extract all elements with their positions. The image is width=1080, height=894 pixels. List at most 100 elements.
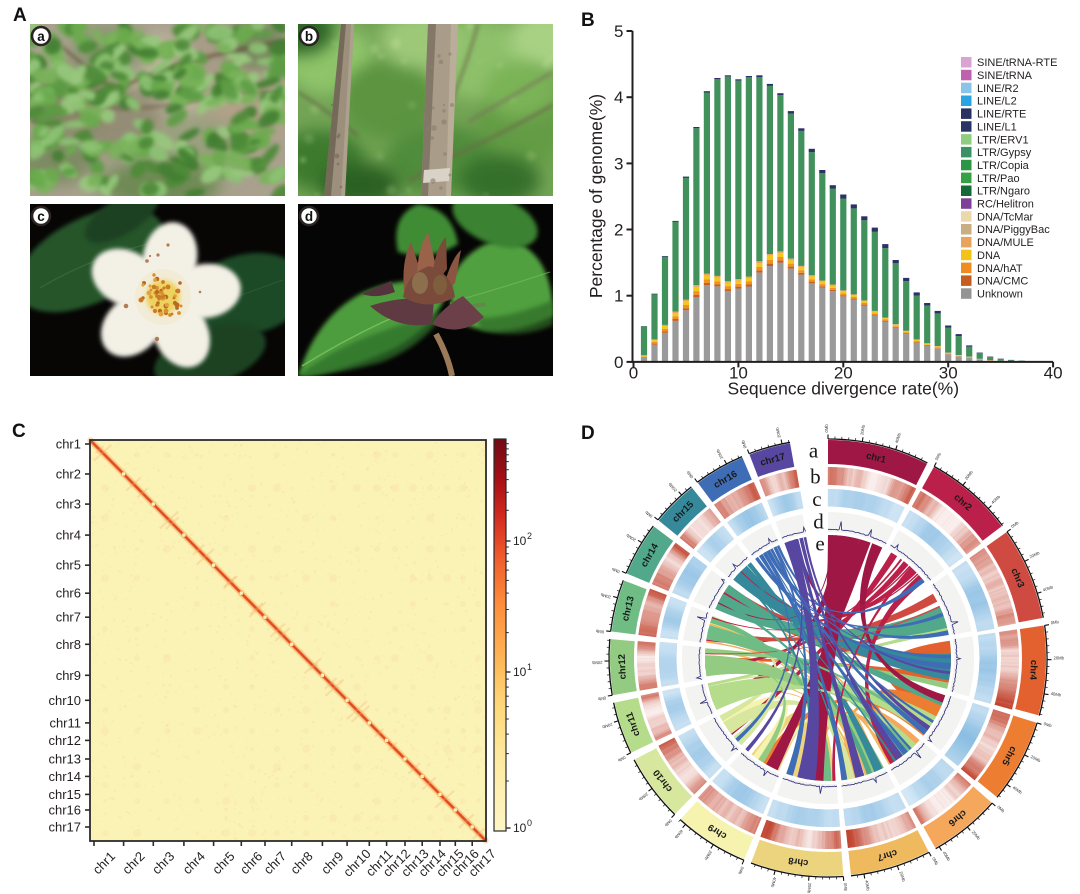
svg-text:D: D <box>581 423 595 444</box>
svg-text:0Mb: 0Mb <box>644 509 654 518</box>
svg-text:3: 3 <box>614 154 623 173</box>
svg-text:b: b <box>305 29 313 44</box>
svg-text:chr3: chr3 <box>56 497 81 512</box>
svg-text:chr8: chr8 <box>56 637 81 652</box>
svg-text:20Mb: 20Mb <box>1029 550 1041 559</box>
svg-text:20Mb: 20Mb <box>971 829 982 841</box>
svg-text:LINE/R2: LINE/R2 <box>977 83 1019 95</box>
svg-text:chr12: chr12 <box>48 733 81 748</box>
svg-text:0Mb: 0Mb <box>685 469 694 479</box>
svg-text:c: c <box>37 209 45 224</box>
svg-text:30: 30 <box>939 364 958 383</box>
svg-text:0Mb: 0Mb <box>616 755 626 763</box>
svg-text:40Mb: 40Mb <box>1050 691 1062 698</box>
svg-text:20Mb: 20Mb <box>774 426 781 438</box>
svg-text:40: 40 <box>1044 364 1063 383</box>
svg-text:LTR/Gypsy: LTR/Gypsy <box>977 147 1032 159</box>
svg-text:20Mb: 20Mb <box>601 722 613 730</box>
svg-text:40Mb: 40Mb <box>864 880 871 892</box>
svg-text:chr16: chr16 <box>48 803 81 818</box>
svg-text:SINE/tRNA: SINE/tRNA <box>977 70 1033 82</box>
svg-text:d: d <box>305 209 313 224</box>
svg-text:0Mb: 0Mb <box>996 804 1006 814</box>
svg-text:chr14: chr14 <box>48 769 81 784</box>
svg-text:0Mb: 0Mb <box>931 856 939 866</box>
svg-text:d: d <box>813 509 824 533</box>
svg-text:40Mb: 40Mb <box>770 877 778 889</box>
svg-text:40Mb: 40Mb <box>894 432 902 444</box>
svg-text:40Mb: 40Mb <box>1012 785 1024 795</box>
svg-text:20Mb: 20Mb <box>715 448 725 460</box>
svg-text:0: 0 <box>614 353 623 372</box>
svg-text:10: 10 <box>729 364 748 383</box>
svg-text:LTR/ERV1: LTR/ERV1 <box>977 134 1029 146</box>
svg-text:chr5: chr5 <box>56 558 81 573</box>
svg-text:chr1: chr1 <box>865 450 888 466</box>
svg-text:LTR/Ngaro: LTR/Ngaro <box>977 186 1030 198</box>
svg-text:LINE/L2: LINE/L2 <box>977 96 1017 108</box>
svg-text:10: 10 <box>513 665 527 679</box>
svg-text:chr8: chr8 <box>788 855 809 869</box>
svg-text:DNA: DNA <box>977 250 1001 262</box>
svg-text:20Mb: 20Mb <box>859 424 866 436</box>
svg-text:chr15: chr15 <box>48 787 81 802</box>
svg-text:chr6: chr6 <box>56 586 81 601</box>
svg-text:chr17: chr17 <box>48 820 81 835</box>
svg-text:40Mb: 40Mb <box>1042 584 1054 592</box>
svg-text:SINE/tRNA-RTE: SINE/tRNA-RTE <box>977 57 1057 69</box>
svg-text:chr7: chr7 <box>56 610 81 625</box>
svg-text:0Mb: 0Mb <box>843 883 849 892</box>
svg-text:a: a <box>809 439 819 463</box>
svg-text:0Mb: 0Mb <box>1010 520 1020 529</box>
svg-text:0Mb: 0Mb <box>740 439 748 449</box>
svg-text:0Mb: 0Mb <box>595 629 604 635</box>
svg-text:0: 0 <box>527 818 532 828</box>
svg-text:1: 1 <box>614 287 623 306</box>
svg-text:4: 4 <box>614 88 623 107</box>
svg-text:20Mb: 20Mb <box>667 481 678 493</box>
svg-text:20Mb: 20Mb <box>625 532 637 542</box>
svg-text:LTR/Pao: LTR/Pao <box>977 173 1020 185</box>
svg-text:C: C <box>12 421 26 442</box>
svg-text:chr10: chr10 <box>48 693 81 708</box>
svg-text:chr11: chr11 <box>49 715 81 730</box>
svg-text:20Mb: 20Mb <box>964 469 975 481</box>
svg-text:0Mb: 0Mb <box>610 566 620 574</box>
svg-text:chr12: chr12 <box>617 654 629 680</box>
svg-text:20Mb: 20Mb <box>637 792 649 803</box>
svg-text:20Mb: 20Mb <box>599 592 611 600</box>
svg-text:A: A <box>13 5 27 26</box>
svg-text:40Mb: 40Mb <box>942 850 952 862</box>
svg-text:10: 10 <box>513 821 527 835</box>
svg-text:DNA/hAT: DNA/hAT <box>977 263 1023 275</box>
svg-text:chr4: chr4 <box>1027 660 1039 681</box>
svg-text:a: a <box>37 29 45 44</box>
svg-text:DNA/MULE: DNA/MULE <box>977 237 1034 249</box>
svg-text:0Mb: 0Mb <box>824 424 829 433</box>
svg-text:LTR/Copia: LTR/Copia <box>977 160 1030 172</box>
svg-text:chr9: chr9 <box>56 668 81 683</box>
svg-text:b: b <box>810 464 821 488</box>
svg-text:0Mb: 0Mb <box>597 695 607 701</box>
svg-text:DNA/CMC: DNA/CMC <box>977 276 1028 288</box>
svg-text:0Mb: 0Mb <box>934 451 943 461</box>
svg-text:RC/Helitron: RC/Helitron <box>977 199 1034 211</box>
svg-text:0Mb: 0Mb <box>1043 721 1053 728</box>
svg-text:chr13: chr13 <box>48 752 81 767</box>
svg-text:40Mb: 40Mb <box>673 829 684 841</box>
svg-text:20Mb: 20Mb <box>591 660 602 665</box>
svg-text:5: 5 <box>614 22 623 41</box>
svg-text:20Mb: 20Mb <box>1030 754 1042 763</box>
svg-text:0Mb: 0Mb <box>737 866 745 876</box>
svg-text:2: 2 <box>527 531 532 541</box>
svg-text:e: e <box>815 531 824 555</box>
svg-text:chr4: chr4 <box>56 528 81 543</box>
svg-text:20Mb: 20Mb <box>1054 656 1065 661</box>
svg-text:chr2: chr2 <box>56 467 81 482</box>
svg-text:B: B <box>581 10 595 31</box>
svg-text:DNA/PiggyBac: DNA/PiggyBac <box>977 224 1050 236</box>
svg-text:0Mb: 0Mb <box>663 818 673 828</box>
svg-text:LINE/L1: LINE/L1 <box>977 121 1017 133</box>
svg-text:2: 2 <box>614 221 623 240</box>
svg-text:20Mb: 20Mb <box>806 883 812 894</box>
